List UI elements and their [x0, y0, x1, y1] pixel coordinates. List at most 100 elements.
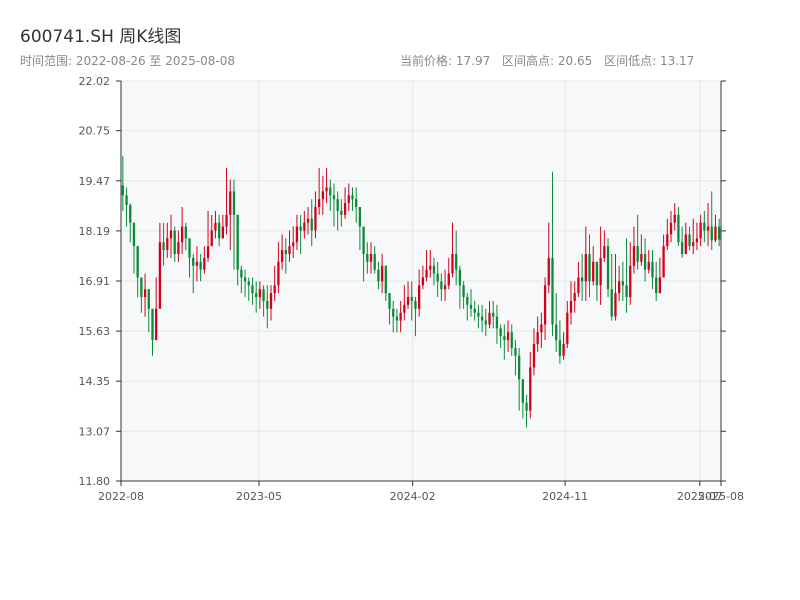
candle	[255, 281, 258, 313]
candle-body	[380, 265, 384, 282]
candle	[373, 246, 376, 274]
candle-body	[569, 300, 573, 313]
candle	[462, 281, 465, 309]
candle-body	[536, 332, 539, 345]
candle-body	[125, 195, 128, 206]
candle-body	[225, 214, 228, 227]
candle-body	[425, 269, 428, 278]
candle	[551, 171, 554, 337]
candle-body	[206, 246, 210, 258]
candle	[340, 199, 343, 227]
x-tick-label: 2025-08	[698, 490, 744, 503]
candle	[140, 277, 143, 313]
candle-body	[669, 222, 673, 235]
candle-body	[221, 226, 224, 239]
candle	[166, 222, 169, 258]
candle-body	[621, 281, 624, 286]
candle	[351, 187, 354, 211]
candle-body	[673, 214, 676, 223]
candle	[699, 214, 702, 247]
candle-body	[299, 226, 302, 231]
candle-body	[629, 265, 632, 298]
candle-body	[395, 316, 399, 321]
candle-body	[392, 308, 395, 317]
candle	[521, 379, 524, 419]
candle-body	[136, 246, 139, 278]
candle-body	[710, 226, 713, 241]
candle-body	[121, 185, 124, 196]
candle	[221, 214, 224, 239]
candle-body	[699, 222, 702, 239]
candle	[555, 293, 558, 352]
candle-body	[518, 355, 521, 380]
candle	[625, 238, 628, 313]
candle	[477, 304, 480, 329]
candle	[595, 261, 599, 301]
candle	[251, 277, 254, 305]
candle	[703, 210, 706, 243]
candle-body	[340, 210, 343, 215]
candle-body	[247, 281, 250, 286]
candle-body	[595, 261, 599, 286]
candle	[562, 332, 565, 360]
candle-body	[151, 308, 154, 341]
candle	[214, 210, 217, 239]
candle-body	[555, 324, 558, 341]
candle-body	[243, 277, 247, 282]
candle	[647, 250, 650, 274]
candle	[169, 214, 173, 258]
candle-body	[180, 226, 184, 243]
candle	[129, 203, 132, 243]
candle	[466, 293, 469, 321]
candle-body	[295, 226, 299, 243]
candle-body	[692, 242, 695, 247]
y-tick-label: 20.75	[79, 125, 111, 138]
candle-body	[436, 273, 439, 282]
candle	[284, 238, 287, 274]
candle	[573, 281, 576, 313]
candle	[377, 261, 380, 290]
candle	[680, 226, 684, 258]
candle-body	[336, 199, 339, 211]
candle	[325, 167, 328, 204]
candle	[399, 300, 402, 333]
candle	[329, 179, 332, 211]
candle-body	[266, 300, 269, 309]
candle-body	[506, 332, 510, 341]
candle-body	[458, 269, 462, 286]
candle-body	[406, 297, 410, 305]
candle-body	[603, 246, 606, 258]
candle	[151, 308, 154, 356]
candle	[492, 300, 495, 329]
candle	[484, 308, 487, 337]
candle	[618, 265, 621, 301]
candle-body	[488, 312, 491, 325]
candle-body	[232, 191, 236, 215]
candle-body	[403, 304, 406, 313]
candle	[232, 179, 236, 270]
candle-body	[318, 199, 321, 208]
candle-body	[347, 195, 350, 204]
candle	[277, 242, 280, 294]
candle	[636, 214, 639, 270]
x-axis-ticks: 2022-08 2023-05 2024-02 2024-11 2025-07 …	[98, 490, 744, 503]
candle-body	[177, 242, 180, 254]
candle-body	[358, 207, 362, 227]
candle-body	[592, 261, 595, 282]
candle-body	[703, 222, 706, 231]
candle	[540, 312, 543, 348]
candle	[347, 183, 350, 211]
candle-body	[421, 277, 424, 286]
candle	[566, 300, 569, 348]
candle	[366, 242, 369, 274]
candle-body	[584, 253, 587, 282]
y-tick-label: 11.80	[79, 475, 111, 488]
candle-body	[236, 214, 239, 270]
candle	[629, 242, 632, 305]
range-low-label: 区间低点: 13.17	[604, 54, 695, 68]
candle-body	[606, 246, 610, 290]
candle	[188, 238, 191, 278]
candle	[469, 289, 473, 317]
candles	[121, 156, 721, 428]
candle	[210, 214, 213, 247]
